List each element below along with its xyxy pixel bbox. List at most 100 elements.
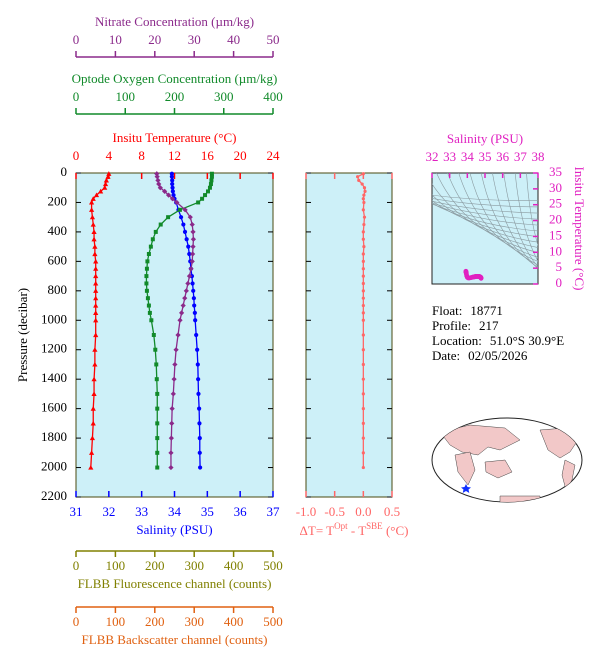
data-point	[90, 196, 96, 201]
data-point	[208, 182, 213, 187]
data-point	[144, 281, 149, 286]
y-tick-label: 1000	[41, 311, 67, 326]
data-point	[154, 377, 159, 382]
data-point	[92, 244, 98, 249]
data-point	[169, 196, 176, 202]
label-text: (°C)	[383, 523, 409, 538]
x-axis-label: Salinity (PSU)	[447, 131, 523, 146]
data-point	[209, 174, 214, 179]
data-point	[153, 229, 158, 234]
data-point	[190, 236, 197, 242]
isopycnal	[432, 203, 538, 226]
data-point	[361, 197, 365, 201]
x-tick-label: 20	[234, 148, 247, 163]
data-point	[90, 420, 96, 426]
data-point	[191, 296, 196, 301]
ts-point	[478, 275, 484, 281]
isopycnal	[432, 198, 538, 208]
data-point	[361, 172, 365, 176]
data-point	[158, 222, 163, 227]
data-point	[182, 207, 188, 213]
data-point	[362, 186, 367, 190]
data-point	[93, 317, 99, 323]
data-point	[203, 193, 208, 198]
x-tick-label: 24	[267, 148, 281, 163]
data-point	[170, 185, 175, 190]
data-point	[196, 200, 201, 205]
x-tick-label: 34	[461, 149, 475, 164]
isopycnal	[432, 202, 538, 220]
y-tick-label: 20	[549, 212, 562, 227]
data-point	[189, 221, 195, 228]
info-line: Profile: 217	[432, 318, 499, 333]
x-tick-label: 8	[138, 148, 145, 163]
data-point	[105, 174, 111, 179]
data-point	[189, 258, 195, 264]
data-point	[205, 189, 210, 194]
data-point	[93, 192, 100, 198]
data-point	[169, 420, 175, 426]
data-point	[169, 174, 174, 179]
data-point	[195, 362, 200, 367]
data-point	[361, 362, 365, 367]
isopycnal	[503, 173, 538, 268]
x-tick-label: 35	[201, 504, 214, 519]
info-label: Float:	[432, 303, 462, 318]
data-point	[151, 333, 156, 337]
y-tick-label: 35	[549, 164, 562, 179]
data-point	[93, 258, 99, 264]
data-point	[155, 465, 160, 470]
data-point	[166, 215, 171, 220]
data-point	[157, 185, 163, 191]
isopycnal	[436, 173, 538, 253]
y-tick-label: 0	[556, 275, 563, 290]
data-point	[153, 347, 158, 352]
y-tick-label: 1200	[41, 341, 67, 356]
x-tick-label: 0	[73, 32, 80, 47]
x-tick-label: 0	[73, 614, 80, 629]
data-point	[361, 436, 365, 440]
data-point	[93, 310, 99, 315]
y-tick-label: 800	[48, 282, 68, 297]
data-point	[190, 281, 195, 286]
info-line: Float: 18771	[432, 303, 503, 318]
data-point	[363, 189, 367, 194]
data-point	[93, 332, 99, 338]
data-point	[165, 192, 172, 198]
data-point	[361, 303, 365, 308]
x-tick-label: 37	[267, 504, 281, 519]
data-point	[91, 376, 97, 382]
x-tick-label: 34	[168, 504, 182, 519]
data-point	[187, 251, 192, 257]
isopycnals	[432, 173, 538, 269]
data-point	[145, 296, 150, 301]
x-tick-label: 300	[184, 558, 204, 573]
delta-t-panel: -1.0 -0.5 0.0 0.5 ΔT= TOpt - TSBE (°C)	[296, 172, 409, 538]
data-point	[197, 421, 202, 426]
data-point	[182, 229, 188, 235]
data-point	[361, 230, 365, 234]
x-tick-label: 33	[443, 149, 456, 164]
data-point	[192, 310, 197, 316]
data-point	[149, 318, 154, 323]
data-point	[183, 288, 189, 294]
info-line: Date: 02/05/2026	[432, 348, 528, 363]
label-text: ΔT= T	[300, 523, 335, 538]
data-point	[362, 193, 366, 197]
x-tick-label: 300	[184, 614, 204, 629]
data-point	[196, 391, 201, 397]
data-point	[209, 171, 214, 176]
data-point	[155, 391, 160, 396]
info-value: 02/05/2026	[468, 348, 528, 363]
x-tick-label: 35	[479, 149, 492, 164]
data-point	[162, 188, 168, 195]
data-point	[170, 178, 175, 183]
data-point	[357, 178, 361, 182]
data-point	[190, 251, 196, 257]
x-tick-label: 200	[145, 558, 165, 573]
data-point	[361, 407, 365, 411]
float-location	[461, 484, 471, 493]
x-tick-label: 16	[201, 148, 215, 163]
data-point	[170, 181, 175, 187]
x-axis-label: Optode Oxygen Concentration (µm/kg)	[72, 71, 278, 86]
